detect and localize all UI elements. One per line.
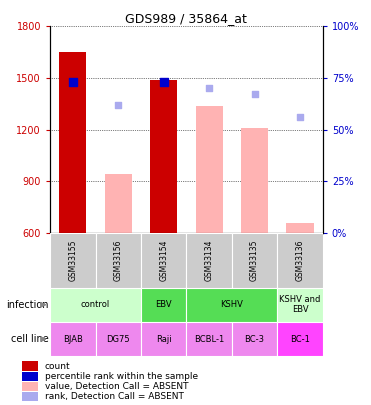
Bar	[50, 322, 96, 356]
Bar	[286, 223, 314, 233]
Bar	[187, 233, 232, 288]
Bar	[141, 322, 187, 356]
Bar	[232, 322, 278, 356]
Bar	[22, 392, 37, 401]
Bar	[96, 322, 141, 356]
Bar	[59, 52, 86, 233]
Text: GSM33156: GSM33156	[114, 239, 123, 281]
Bar	[232, 233, 278, 288]
Text: KSHV and
EBV: KSHV and EBV	[279, 295, 321, 314]
Text: Raji: Raji	[156, 335, 171, 344]
Text: BC-3: BC-3	[244, 335, 265, 344]
Bar	[96, 233, 141, 288]
Bar	[141, 233, 187, 288]
Text: BJAB: BJAB	[63, 335, 83, 344]
Point	[70, 79, 76, 85]
Text: GSM33154: GSM33154	[159, 239, 168, 281]
Text: GSM33134: GSM33134	[205, 239, 214, 281]
Bar	[187, 322, 232, 356]
Text: KSHV: KSHV	[220, 300, 243, 309]
Text: rank, Detection Call = ABSENT: rank, Detection Call = ABSENT	[45, 392, 184, 401]
Text: value, Detection Call = ABSENT: value, Detection Call = ABSENT	[45, 382, 188, 391]
Text: EBV: EBV	[155, 300, 172, 309]
Text: GSM33136: GSM33136	[296, 239, 305, 281]
Point	[115, 102, 121, 108]
Bar	[187, 288, 278, 322]
Text: count: count	[45, 362, 70, 371]
Bar	[50, 233, 96, 288]
Text: control: control	[81, 300, 110, 309]
Bar	[141, 288, 187, 322]
Text: BC-1: BC-1	[290, 335, 310, 344]
Text: GSM33155: GSM33155	[68, 239, 77, 281]
Title: GDS989 / 35864_at: GDS989 / 35864_at	[125, 12, 247, 25]
Text: GSM33135: GSM33135	[250, 239, 259, 281]
Text: infection: infection	[6, 300, 49, 310]
Bar	[150, 80, 177, 233]
Bar	[196, 106, 223, 233]
Bar	[22, 361, 37, 371]
Bar	[278, 233, 323, 288]
Bar	[22, 382, 37, 391]
Bar	[278, 322, 323, 356]
Point	[206, 85, 212, 92]
Bar	[241, 128, 268, 233]
Bar	[278, 288, 323, 322]
Bar	[22, 372, 37, 381]
Point	[161, 79, 167, 85]
Text: percentile rank within the sample: percentile rank within the sample	[45, 372, 198, 381]
Text: BCBL-1: BCBL-1	[194, 335, 224, 344]
Point	[252, 91, 257, 98]
Text: DG75: DG75	[106, 335, 130, 344]
Bar	[50, 288, 141, 322]
Point	[297, 114, 303, 120]
Text: cell line: cell line	[11, 334, 49, 344]
Bar	[105, 174, 132, 233]
